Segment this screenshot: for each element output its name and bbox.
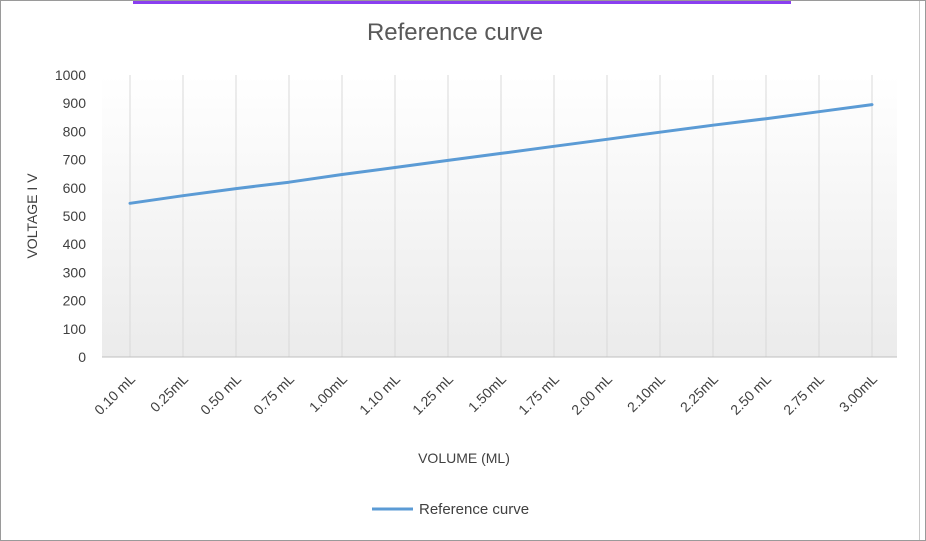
x-tick-label: 0.50 mL	[197, 371, 244, 418]
x-tick-label: 3.00mL	[836, 371, 880, 415]
y-tick-label: 1000	[55, 67, 86, 83]
chart-title: Reference curve	[367, 19, 543, 46]
series-line	[128, 103, 874, 205]
y-tick-label: 100	[63, 321, 87, 337]
y-tick-label: 300	[63, 264, 87, 280]
y-tick-label: 700	[63, 152, 87, 168]
x-tick-label: 0.10 mL	[91, 371, 138, 418]
grid-lines	[129, 75, 873, 357]
x-axis-title: VOLUME (ML)	[418, 450, 510, 466]
x-tick-label: 0.75 mL	[250, 371, 297, 418]
y-tick-label: 800	[63, 123, 87, 139]
x-tick-label: 2.00 mL	[568, 371, 615, 418]
x-tick-label: 0.25mL	[147, 371, 191, 415]
y-tick-label: 200	[63, 293, 87, 309]
x-tick-label: 1.75 mL	[515, 371, 562, 418]
y-tick-label: 500	[63, 208, 87, 224]
window-edge	[919, 1, 920, 540]
x-tick-label: 2.25mL	[677, 371, 721, 415]
x-tick-label: 2.50 mL	[727, 371, 774, 418]
y-tick-label: 0	[78, 349, 86, 365]
series-layer	[128, 103, 874, 205]
legend: Reference curve	[372, 501, 529, 518]
x-tick-labels: 0.10 mL 0.25mL 0.50 mL 0.75 mL 1.00mL 1.10 mL…	[91, 371, 880, 418]
y-tick-labels: 0 100 200 300 400 500 600 700 800 900 1000	[55, 67, 86, 365]
x-tick-label: 2.10mL	[624, 371, 668, 415]
y-tick-label: 900	[63, 95, 87, 111]
plot-area	[102, 75, 897, 357]
x-tick-label: 2.75 mL	[780, 371, 827, 418]
y-axis-title: VOLTAGE I V	[24, 173, 40, 259]
legend-label: Reference curve	[419, 501, 529, 518]
y-tick-label: 400	[63, 236, 87, 252]
accent-bar	[133, 1, 791, 4]
x-tick-label: 1.00mL	[306, 371, 350, 415]
x-tick-label: 1.10 mL	[356, 371, 403, 418]
y-tick-label: 600	[63, 180, 87, 196]
x-tick-label: 1.25 mL	[409, 371, 456, 418]
x-tick-label: 1.50mL	[465, 371, 509, 415]
